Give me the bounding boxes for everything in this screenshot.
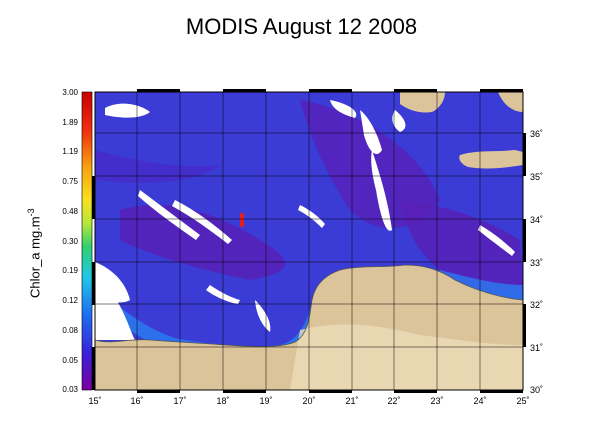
marker	[240, 213, 244, 227]
land-crete	[459, 150, 523, 169]
lat-tick-label: 33˚	[530, 258, 544, 268]
graticule	[95, 92, 523, 390]
colorbar-tick: 1.19	[62, 147, 78, 156]
lon-tick-label: 22˚	[387, 396, 401, 406]
colorbar-tick: 0.75	[62, 177, 78, 186]
colorbar-tick: 0.03	[62, 385, 78, 394]
sea-patch	[300, 100, 440, 229]
sea-patch	[120, 204, 285, 280]
lat-tick-label: 30˚	[530, 385, 544, 395]
colorbar-tick: 1.89	[62, 118, 78, 127]
lon-tick-label: 19˚	[259, 396, 273, 406]
lat-tick-label: 32˚	[530, 300, 544, 310]
lon-tick-label: 15˚	[88, 396, 102, 406]
land-sicily	[400, 92, 445, 113]
cloud-over-coast	[95, 280, 135, 340]
colorbar-tick: 0.05	[62, 356, 78, 365]
lon-tick-label: 17˚	[173, 396, 187, 406]
lon-tick-label: 24˚	[473, 396, 487, 406]
lat-tick-label: 35˚	[530, 172, 544, 182]
colorbar-tick: 3.00	[62, 88, 78, 97]
colorbar-tick: 0.19	[62, 266, 78, 275]
colorbar-tick: 0.08	[62, 326, 78, 335]
land-greece	[498, 92, 523, 112]
lon-tick-label: 18˚	[216, 396, 230, 406]
lat-tick-label: 34˚	[530, 215, 544, 225]
coastline	[95, 264, 523, 347]
lon-tick-label: 21˚	[345, 396, 359, 406]
lat-tick-label: 31˚	[530, 343, 544, 353]
lon-tick-label: 20˚	[302, 396, 316, 406]
colorbar-tick: 0.12	[62, 296, 78, 305]
cloud-cover	[95, 100, 515, 332]
coastal-belt	[105, 270, 345, 359]
colorbar	[81, 91, 93, 391]
frame-bars	[92, 89, 526, 393]
colorbar-tick: 0.30	[62, 237, 78, 246]
lon-tick-label: 23˚	[430, 396, 444, 406]
coastal-belt	[440, 270, 523, 300]
lon-tick-label: 25˚	[516, 396, 530, 406]
colorbar-tick: 0.48	[62, 207, 78, 216]
sea-patch	[400, 200, 523, 292]
lon-tick-label: 16˚	[130, 396, 144, 406]
land-shading	[290, 324, 523, 390]
map-title: MODIS August 12 2008	[185, 14, 418, 39]
lat-tick-label: 36˚	[530, 129, 544, 139]
sea-patch	[95, 150, 220, 183]
